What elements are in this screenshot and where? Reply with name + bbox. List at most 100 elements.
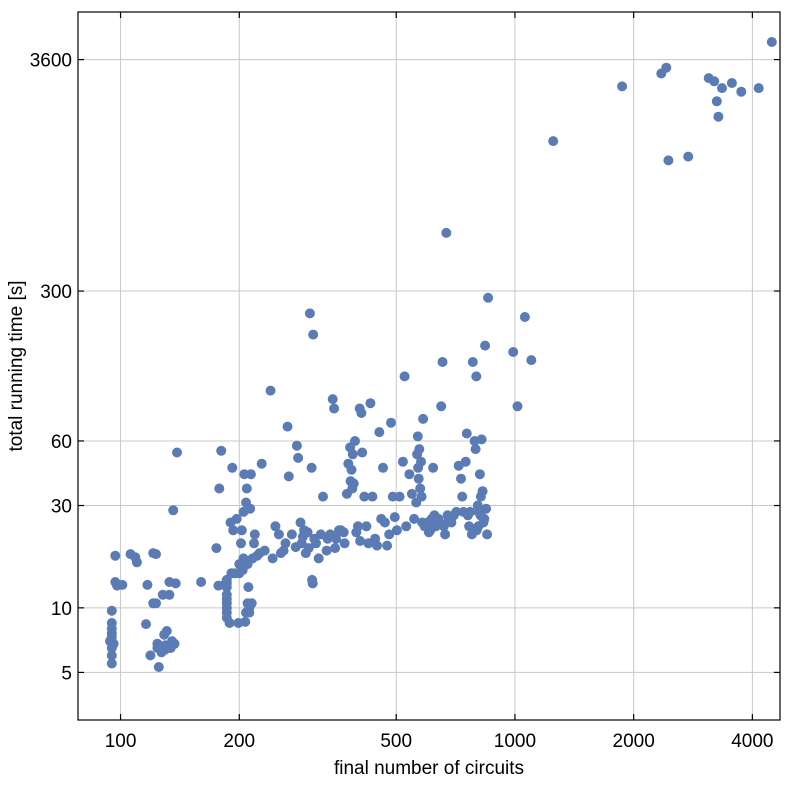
data-point: [106, 605, 117, 616]
data-point: [413, 473, 424, 484]
data-point: [348, 478, 359, 489]
data-point: [221, 589, 232, 600]
data-point: [227, 462, 238, 473]
data-point: [228, 525, 239, 536]
data-point: [661, 62, 672, 73]
data-point: [295, 517, 306, 528]
data-point: [321, 545, 332, 556]
data-point: [399, 371, 410, 382]
data-point: [245, 503, 256, 514]
data-point: [412, 431, 423, 442]
data-point: [329, 403, 340, 414]
data-point: [224, 618, 235, 628]
data-point: [416, 456, 426, 467]
data-point: [713, 111, 724, 122]
data-point: [145, 650, 156, 661]
data-point: [172, 447, 182, 458]
data-point: [372, 540, 382, 551]
data-point: [483, 292, 494, 303]
data-point: [683, 151, 694, 162]
data-point: [106, 650, 117, 661]
data-point: [406, 488, 417, 499]
data-point: [117, 579, 128, 590]
data-point: [131, 557, 142, 568]
data-point: [241, 483, 252, 494]
data-point: [151, 598, 161, 609]
data-point: [526, 355, 537, 366]
data-point: [361, 521, 372, 532]
data-point: [480, 340, 491, 351]
data-point: [327, 394, 338, 405]
data-point: [168, 505, 179, 516]
data-point: [303, 543, 314, 554]
x-tick-label: 200: [223, 731, 255, 752]
y-tick-label: 10: [51, 599, 72, 620]
data-point: [243, 582, 254, 593]
data-point: [110, 550, 121, 561]
data-point: [302, 527, 313, 538]
plot-frame: [77, 11, 781, 721]
data-point: [330, 543, 341, 554]
x-tick-label: 4000: [731, 731, 773, 752]
data-point: [356, 408, 367, 418]
data-point: [415, 483, 426, 494]
data-point: [246, 598, 257, 609]
data-point: [736, 86, 747, 97]
data-point: [245, 469, 256, 480]
data-point: [106, 618, 117, 628]
data-point: [346, 464, 357, 475]
data-point: [711, 96, 722, 107]
data-point: [512, 401, 523, 412]
data-point: [753, 83, 764, 94]
y-tick-label: 30: [51, 497, 72, 518]
data-point: [367, 491, 378, 502]
data-point: [359, 491, 370, 502]
y-tick-label: 5: [61, 663, 72, 684]
data-point: [286, 529, 297, 540]
data-point: [365, 398, 376, 409]
data-point: [142, 579, 153, 590]
data-point: [428, 462, 439, 473]
data-point: [164, 589, 175, 600]
x-tick-label: 500: [380, 731, 412, 752]
data-point: [308, 329, 319, 340]
data-point: [236, 538, 246, 549]
data-point: [357, 447, 368, 458]
data-point: [318, 491, 328, 502]
data-point: [404, 469, 415, 480]
data-point: [391, 525, 402, 536]
data-point: [519, 312, 530, 322]
data-point: [141, 619, 151, 630]
data-point: [283, 471, 294, 482]
data-point: [457, 491, 468, 502]
data-point: [355, 536, 366, 546]
data-point: [196, 577, 207, 587]
data-point: [214, 483, 225, 494]
data-point: [726, 78, 737, 88]
data-point: [378, 462, 388, 473]
data-point: [240, 616, 251, 627]
data-point: [304, 308, 315, 319]
data-point: [353, 521, 363, 532]
data-point: [464, 521, 475, 532]
data-point: [273, 529, 284, 540]
data-point: [418, 413, 429, 424]
data-point: [256, 458, 267, 469]
data-point: [477, 486, 488, 497]
data-point: [401, 521, 412, 532]
data-point: [471, 371, 482, 382]
data-point: [331, 533, 342, 544]
data-point: [347, 449, 358, 460]
ticks-layer: 100 200 500 1000 2000 4000 5 10 30 60 300 3600: [30, 12, 780, 752]
data-point: [481, 503, 492, 514]
points-layer: [105, 37, 777, 672]
data-point: [467, 357, 478, 367]
x-axis-label: final number of circuits: [334, 758, 524, 779]
grid-layer: [78, 12, 780, 720]
data-point: [311, 538, 321, 549]
data-point: [548, 136, 559, 147]
data-point: [663, 155, 674, 166]
y-axis-label: total running time [s]: [6, 280, 27, 451]
data-point: [384, 529, 395, 540]
data-point: [440, 529, 451, 540]
